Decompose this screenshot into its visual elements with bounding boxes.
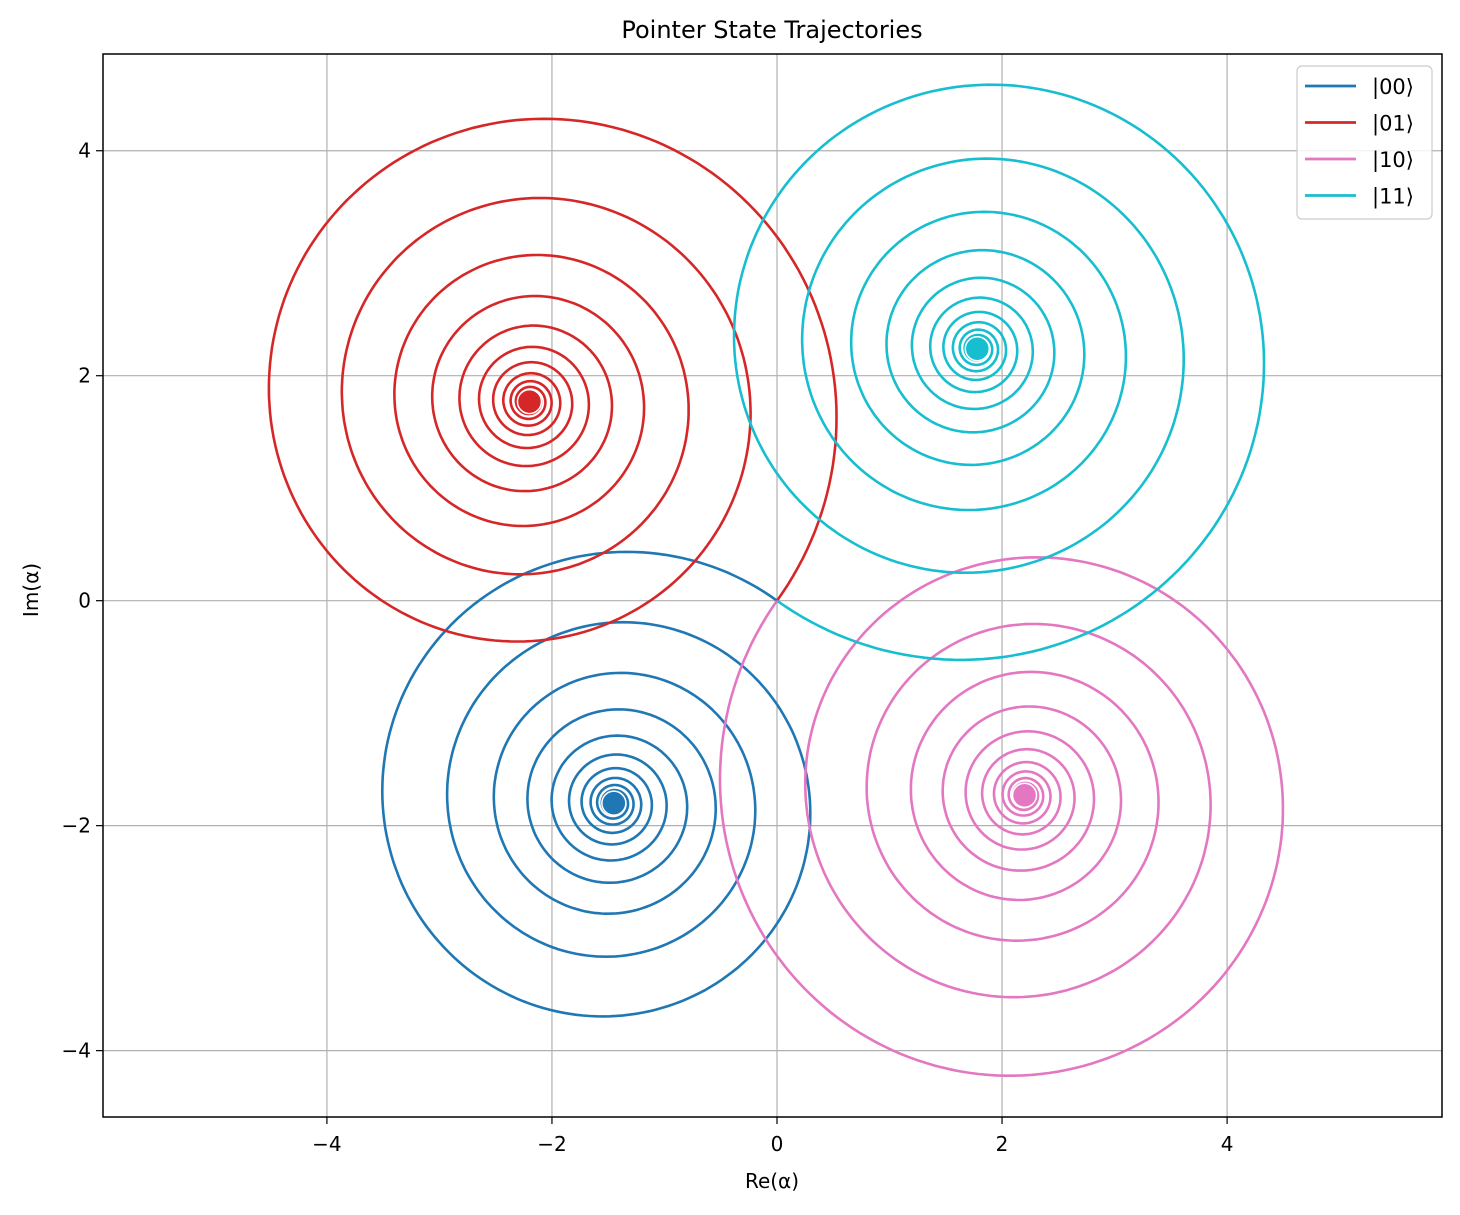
y-tick-label: 2: [78, 364, 91, 388]
y-tick-label: 0: [78, 589, 91, 613]
steady-state-marker: [601, 790, 627, 816]
legend-label: |10⟩: [1372, 148, 1414, 173]
legend: |00⟩ |01⟩ |10⟩ |11⟩: [1296, 65, 1433, 220]
legend-label: |01⟩: [1372, 112, 1414, 137]
grid: [103, 54, 1442, 1117]
steady-state-marker: [1011, 782, 1038, 809]
legend-label: |00⟩: [1372, 75, 1414, 100]
x-tick-label: 4: [1221, 1132, 1234, 1156]
steady-state-marker: [964, 335, 991, 362]
chart-title: Pointer State Trajectories: [621, 16, 922, 44]
x-tick-label: −4: [312, 1132, 341, 1156]
y-tick-label: −2: [62, 814, 91, 838]
x-tick-label: −2: [537, 1132, 566, 1156]
plot-frame: [102, 53, 1443, 1118]
x-axis-label: Re(α): [745, 1169, 799, 1193]
y-tick-label: −4: [62, 1039, 91, 1063]
x-tick-label: 2: [996, 1132, 1009, 1156]
legend-box: [1296, 65, 1433, 220]
steady-state-marker: [516, 388, 543, 415]
curves: [267, 83, 1285, 1077]
trajectory-line: [380, 550, 812, 1018]
y-axis-label: Im(α): [19, 563, 43, 617]
ticks: −4 −2 0 2 4 −4 −2 0 2 4: [62, 139, 1234, 1156]
trajectory-line: [732, 83, 1266, 662]
y-tick-label: 4: [78, 139, 91, 163]
legend-label: |11⟩: [1372, 185, 1414, 210]
x-tick-label: 0: [771, 1132, 784, 1156]
